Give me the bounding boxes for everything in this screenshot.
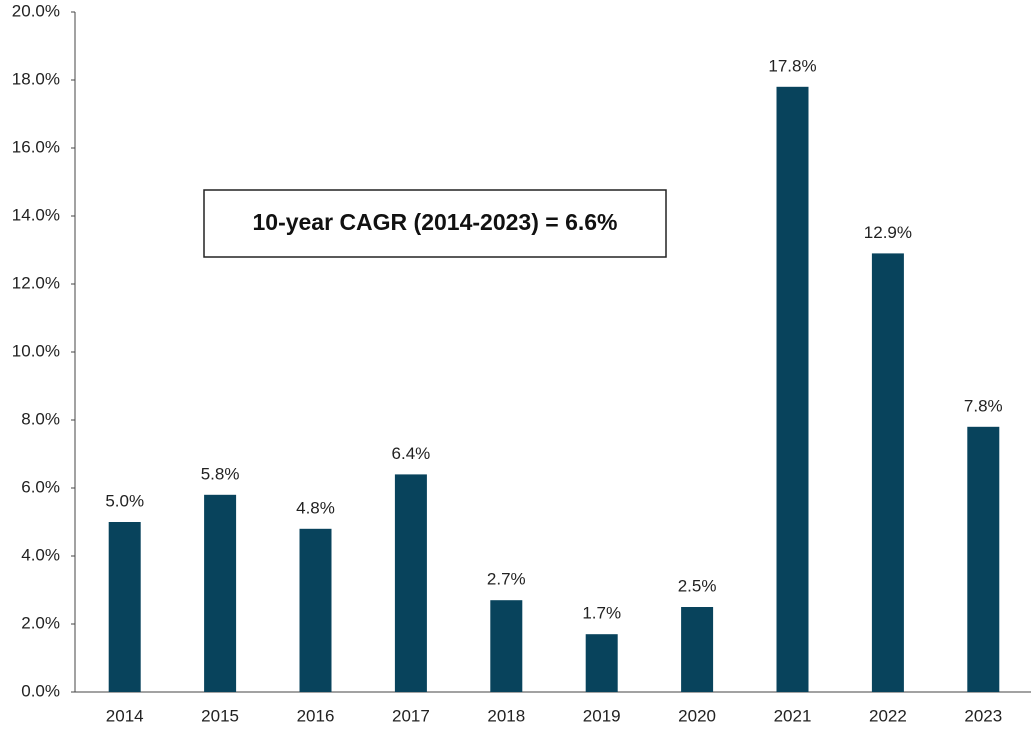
data-label: 17.8% bbox=[768, 56, 816, 75]
data-label: 1.7% bbox=[582, 604, 621, 623]
x-tick-label: 2022 bbox=[869, 706, 907, 725]
y-tick-label: 8.0% bbox=[21, 409, 60, 428]
y-tick-label: 20.0% bbox=[12, 1, 60, 20]
data-label: 7.8% bbox=[964, 396, 1003, 415]
x-tick-label: 2019 bbox=[583, 706, 621, 725]
y-tick-label: 0.0% bbox=[21, 681, 60, 700]
data-label: 6.4% bbox=[392, 444, 431, 463]
bar bbox=[204, 494, 237, 692]
y-tick-label: 14.0% bbox=[12, 205, 60, 224]
y-tick-label: 16.0% bbox=[12, 137, 60, 156]
annotation: 10-year CAGR (2014-2023) = 6.6% bbox=[252, 209, 617, 235]
x-tick-label: 2021 bbox=[774, 706, 812, 725]
x-tick-label: 2014 bbox=[106, 706, 144, 725]
x-tick-label: 2018 bbox=[487, 706, 525, 725]
y-tick-label: 18.0% bbox=[12, 69, 60, 88]
bar bbox=[108, 522, 141, 692]
data-label: 2.7% bbox=[487, 570, 526, 589]
x-tick-label: 2016 bbox=[297, 706, 335, 725]
y-tick-label: 10.0% bbox=[12, 341, 60, 360]
annotation-box bbox=[203, 189, 667, 258]
bar bbox=[299, 528, 332, 692]
x-tick-label: 2023 bbox=[964, 706, 1002, 725]
y-tick-label: 4.0% bbox=[21, 545, 60, 564]
x-tick-label: 2017 bbox=[392, 706, 430, 725]
bar bbox=[490, 600, 523, 692]
bar bbox=[681, 607, 714, 692]
bar bbox=[394, 474, 427, 692]
x-tick-label: 2020 bbox=[678, 706, 716, 725]
bar bbox=[776, 86, 809, 693]
data-label: 2.5% bbox=[678, 576, 717, 595]
x-tick-label: 2015 bbox=[201, 706, 239, 725]
data-label: 5.8% bbox=[201, 464, 240, 483]
y-tick-label: 2.0% bbox=[21, 613, 60, 632]
y-tick-label: 12.0% bbox=[12, 273, 60, 292]
bar bbox=[967, 426, 1000, 692]
data-label: 5.0% bbox=[105, 491, 144, 510]
bar bbox=[585, 634, 618, 692]
data-label: 4.8% bbox=[296, 498, 335, 517]
data-label: 12.9% bbox=[864, 223, 912, 242]
y-tick-label: 6.0% bbox=[21, 477, 60, 496]
bar bbox=[871, 253, 904, 692]
